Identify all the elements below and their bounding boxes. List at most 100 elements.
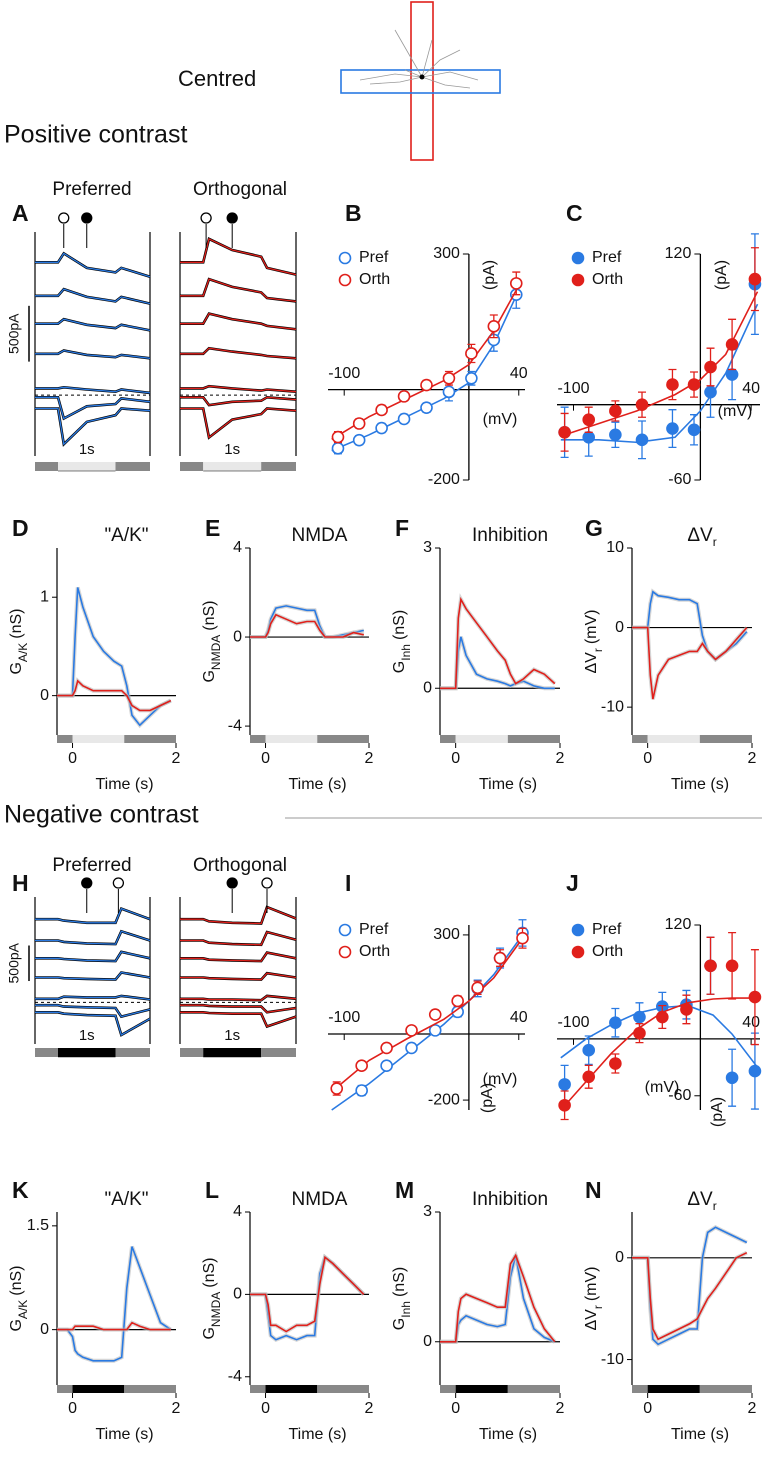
y-tick-label: -4 xyxy=(228,717,242,734)
legend-label: Orth xyxy=(592,943,623,960)
stimulus-bar xyxy=(647,1385,700,1393)
legend-marker xyxy=(571,251,585,265)
point xyxy=(558,1098,571,1112)
y-tick-label: 3 xyxy=(423,539,432,556)
y-tick-label: 120 xyxy=(665,916,692,933)
point xyxy=(465,371,478,385)
trace-raw xyxy=(180,407,297,440)
legend-label: Pref xyxy=(359,921,389,938)
stimulus-bar xyxy=(455,735,508,743)
x-tick-label: 0 xyxy=(643,750,652,767)
y-axis-label: (pA) xyxy=(481,260,498,290)
stimulus-bar xyxy=(203,462,262,471)
panel-title: Preferred xyxy=(52,855,131,876)
point xyxy=(380,1059,393,1073)
soma xyxy=(419,74,425,80)
panel-title: "A/K" xyxy=(104,1189,148,1210)
trace-raw xyxy=(35,906,151,925)
panel-title: Preferred xyxy=(52,179,131,200)
stimulus-bar xyxy=(507,1385,560,1393)
trace-fit xyxy=(180,385,297,393)
point xyxy=(428,1008,442,1021)
text-sub: A/K xyxy=(16,643,30,662)
x-tick-label: 2 xyxy=(365,1400,374,1417)
x-tick-label: 40 xyxy=(510,365,528,382)
point xyxy=(635,398,649,411)
trace-fit xyxy=(180,237,297,276)
panel-title: Inhibition xyxy=(472,525,548,546)
trace-raw xyxy=(180,930,297,947)
scale-label: 500pA xyxy=(6,313,22,354)
scale-label: 500pA xyxy=(6,942,22,983)
stimulus-bar xyxy=(261,1048,296,1057)
stimulus-bar xyxy=(180,1048,204,1057)
trace-raw xyxy=(35,251,151,279)
point xyxy=(680,1003,693,1016)
y-tick-label: -60 xyxy=(668,1087,691,1104)
y-tick-label: -10 xyxy=(601,1351,624,1368)
series-line xyxy=(440,596,556,690)
y-tick-label: -10 xyxy=(601,698,624,715)
x-tick-label: -100 xyxy=(557,380,589,397)
stimulus-bar xyxy=(265,735,318,743)
fit-line xyxy=(331,931,526,1111)
legend-marker xyxy=(338,251,352,265)
panel-letter: A xyxy=(12,200,29,226)
panel-title: NMDA xyxy=(292,1189,348,1210)
text-unit: (nS) xyxy=(201,1257,218,1287)
trace-fit xyxy=(180,951,297,962)
legend-label: Pref xyxy=(592,249,622,266)
series-line xyxy=(632,1251,748,1341)
series-line xyxy=(57,1246,172,1362)
stimulus-bar xyxy=(317,1385,369,1393)
y-tick-label: -200 xyxy=(428,1091,460,1108)
trace-raw xyxy=(180,1011,297,1029)
panel-letter: B xyxy=(345,200,362,226)
stimulus-bar xyxy=(35,1048,58,1057)
point xyxy=(465,347,478,360)
trace-fit xyxy=(180,1011,297,1028)
point xyxy=(375,421,388,435)
panel-letter: M xyxy=(395,1177,414,1203)
legend-label: Pref xyxy=(592,921,622,938)
x-tick-label: 40 xyxy=(742,380,760,397)
y-axis-label: ΔVr (mV) xyxy=(583,609,605,673)
trace-fit xyxy=(35,396,151,420)
stimulus-bar xyxy=(440,1385,456,1393)
point xyxy=(558,425,571,439)
point xyxy=(380,1041,393,1055)
text-sub: r xyxy=(591,648,605,652)
y-axis-label: GA/K (nS) xyxy=(8,608,30,674)
text-main: ΔV xyxy=(583,652,600,674)
y-tick-label: 300 xyxy=(433,245,460,262)
point xyxy=(704,959,717,973)
stimulus-bar xyxy=(507,735,560,743)
y-tick-label: -4 xyxy=(228,1368,242,1385)
stimulus-bar xyxy=(647,735,700,743)
trace-fit xyxy=(35,1011,151,1036)
point xyxy=(633,1026,646,1040)
marker xyxy=(58,212,70,224)
point xyxy=(442,371,456,385)
y-tick-label: 0 xyxy=(233,628,242,645)
point xyxy=(609,1057,622,1070)
panel-title: ΔVr xyxy=(687,1189,716,1213)
stimulus-bar xyxy=(203,1048,262,1057)
text-main: G xyxy=(8,662,25,674)
legend-label: Pref xyxy=(359,249,389,266)
x-tick-label: 2 xyxy=(556,750,565,767)
stimulus-bar xyxy=(115,462,150,471)
trace-raw xyxy=(35,929,151,946)
y-axis-label: ΔVr (mV) xyxy=(583,1266,605,1330)
y-axis-label: (pA) xyxy=(713,260,730,290)
stimulus-bar xyxy=(250,1385,266,1393)
text-main: ΔV xyxy=(583,1309,600,1331)
trace-raw xyxy=(35,317,151,332)
trace-fit xyxy=(180,396,297,406)
point xyxy=(704,385,717,399)
y-axis-label: GInh (nS) xyxy=(391,1267,413,1330)
trace-fit xyxy=(35,930,151,945)
x-axis-label: Time (s) xyxy=(671,776,729,793)
series-shade xyxy=(632,1250,748,1342)
